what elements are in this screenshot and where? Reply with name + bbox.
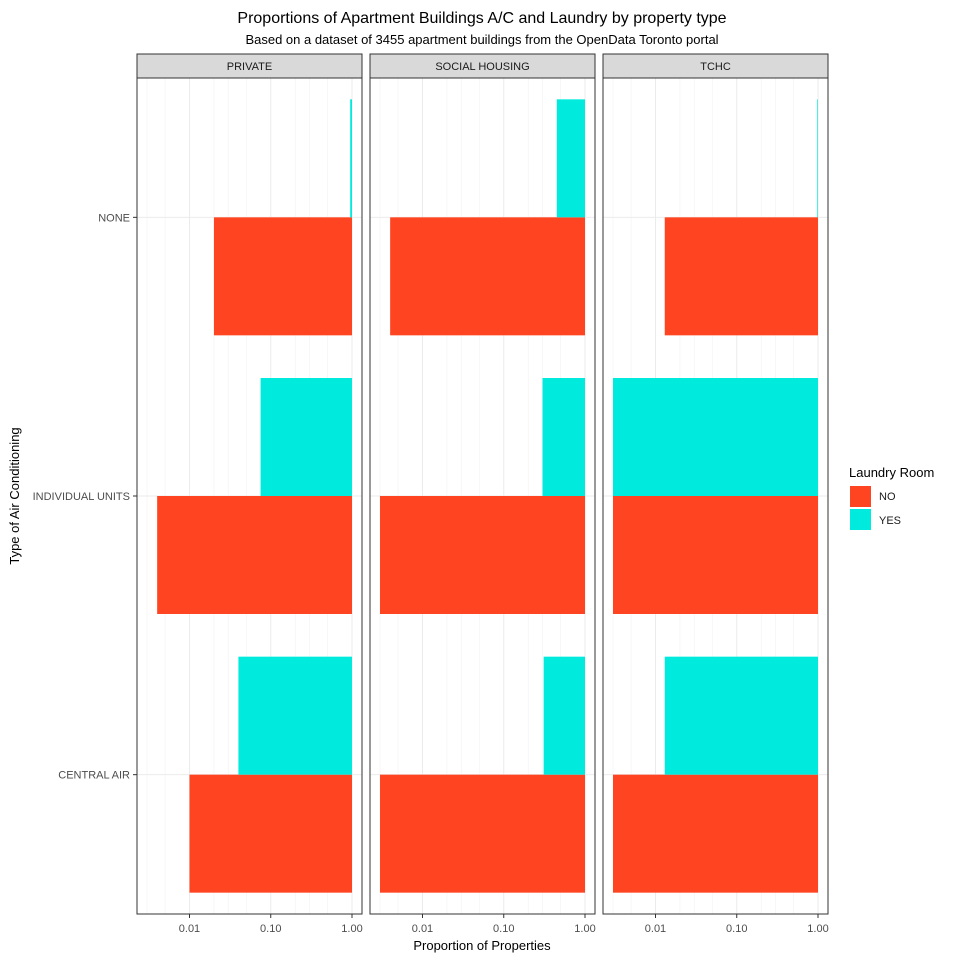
- facet-strip-label-tchc: TCHC: [700, 61, 731, 73]
- x-tick-label: 0.01: [179, 923, 200, 935]
- bar-social-housing-central-air-no: [380, 774, 585, 893]
- y-tick-label: CENTRAL AIR: [58, 770, 130, 782]
- bar-social-housing-individual-units-yes: [542, 378, 585, 496]
- panel-border-tchc: [602, 77, 829, 915]
- facet-strip-tchc: [602, 53, 829, 79]
- x-tick-label: 0.01: [645, 923, 666, 935]
- facet-strip-social-housing: [369, 53, 596, 79]
- bar-private-individual-units-yes: [260, 378, 352, 496]
- bar-private-none-no: [213, 217, 352, 336]
- bar-tchc-central-air-yes: [664, 656, 818, 775]
- bar-tchc-central-air-no: [613, 774, 818, 893]
- y-tick-label: NONE: [98, 212, 130, 224]
- x-tick-label: 1.00: [341, 923, 362, 935]
- bar-private-central-air-yes: [238, 656, 352, 775]
- panel-border-social-housing: [369, 77, 596, 915]
- legend-key-yes: [850, 509, 871, 530]
- bar-social-housing-central-air-yes: [543, 656, 585, 775]
- legend-key-no: [850, 486, 871, 507]
- bar-private-individual-units-no: [157, 496, 352, 614]
- legend-label-no: NO: [879, 491, 896, 503]
- legend-title: Laundry Room: [849, 465, 934, 480]
- facet-strip-private: [136, 53, 363, 79]
- x-tick-label: 1.00: [574, 923, 595, 935]
- x-tick-label: 1.00: [807, 923, 828, 935]
- bar-tchc-none-yes: [817, 99, 818, 218]
- chart-subtitle: Based on a dataset of 3455 apartment bui…: [245, 32, 718, 47]
- bar-private-none-yes: [350, 99, 352, 218]
- y-tick-label: INDIVIDUAL UNITS: [33, 491, 130, 503]
- legend-label-yes: YES: [879, 515, 901, 527]
- bar-social-housing-none-no: [390, 217, 585, 336]
- bar-tchc-individual-units-no: [613, 496, 818, 614]
- panels-group: PRIVATE 0.01 0.10 1.00 SOCIAL HOUSING 0.01 0.1…: [33, 53, 829, 935]
- x-axis-title: Proportion of Properties: [413, 938, 551, 953]
- bar-tchc-none-no: [664, 217, 818, 336]
- facet-strip-label-social-housing: SOCIAL HOUSING: [435, 61, 529, 73]
- x-tick-label: 0.10: [260, 923, 281, 935]
- bar-social-housing-individual-units-no: [380, 496, 585, 614]
- x-tick-label: 0.10: [726, 923, 747, 935]
- x-tick-label: 0.01: [412, 923, 433, 935]
- x-tick-label: 0.10: [493, 923, 514, 935]
- bar-tchc-individual-units-yes: [613, 378, 818, 496]
- legend: Laundry Room NO YES: [849, 465, 934, 530]
- bar-private-central-air-no: [189, 774, 352, 893]
- chart-title: Proportions of Apartment Buildings A/C a…: [237, 10, 726, 27]
- facet-strip-label-private: PRIVATE: [227, 61, 272, 73]
- bar-social-housing-none-yes: [556, 99, 585, 218]
- y-axis-title: Type of Air Conditioning: [7, 427, 22, 564]
